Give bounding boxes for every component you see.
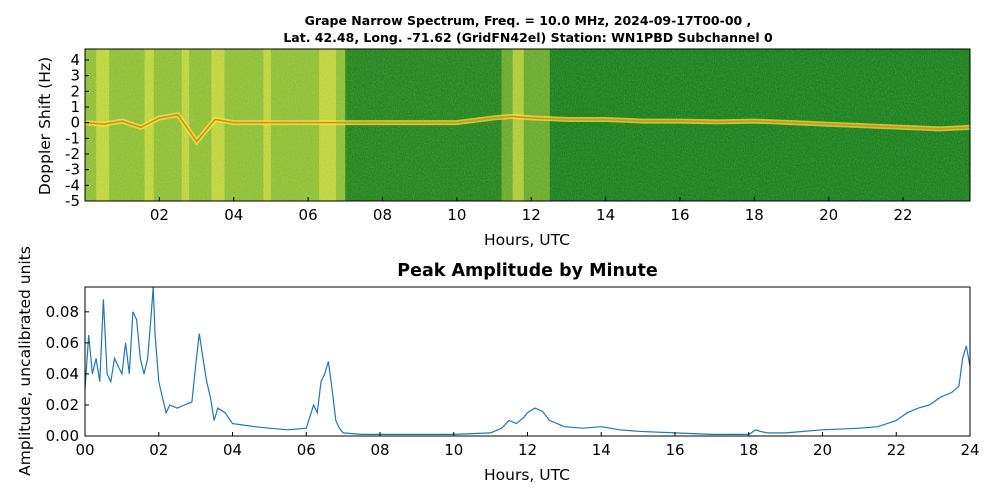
spectrogram-y-tick-label: -1: [65, 129, 80, 147]
amplitude-x-tick-label: 04: [223, 441, 242, 459]
spectrogram-x-label: Hours, UTC: [484, 231, 570, 249]
spectrogram-frame: [84, 48, 971, 202]
spectrogram-y-tick-label: 3: [70, 67, 80, 85]
spectrogram-y-label: Doppler Shift (Hz): [36, 57, 54, 195]
spectrogram-image: [85, 49, 970, 201]
spectrogram-x-tick-label: 12: [522, 206, 541, 224]
amplitude-x-tick-label: 16: [665, 441, 684, 459]
figure-title-line1: Grape Narrow Spectrum, Freq. = 10.0 MHz,…: [304, 13, 752, 28]
amplitude-y-tick-label: 0.08: [46, 303, 79, 321]
amplitude-y-label: Amplitude, uncalibrated units: [16, 246, 34, 476]
amplitude-series-line: [85, 287, 970, 435]
spectrogram-y-tick-label: -4: [65, 176, 80, 194]
amplitude-y-ticks: 0.00 0.02 0.04 0.06 0.08: [46, 303, 89, 445]
amplitude-line-chart: 00 02 04 06 08 10 12 14 16 18 20 22 24 0.000.020.040…: [16, 246, 980, 484]
doppler-trace: [85, 113, 970, 143]
spectrogram-x-tick-label: 08: [373, 206, 392, 224]
amplitude-y-tick-label: 0.02: [46, 396, 79, 414]
spectrogram-x-tick-label: 06: [299, 206, 318, 224]
amplitude-x-tick-label: 18: [739, 441, 758, 459]
amplitude-x-tick-label: 02: [149, 441, 168, 459]
spectrogram-x-tick-label: 10: [447, 206, 466, 224]
amplitude-x-tick-label: 06: [297, 441, 316, 459]
amplitude-y-tick-label: 0.06: [46, 334, 79, 352]
spectrogram-x-tick-label: 20: [819, 206, 838, 224]
spectrogram-x-tick-label: 04: [224, 206, 243, 224]
spectrogram-x-tick-label: 02: [150, 206, 169, 224]
figure-title-line2: Lat. 42.48, Long. -71.62 (GridFN42el) St…: [283, 30, 773, 45]
amplitude-x-tick-label: 22: [887, 441, 906, 459]
amplitude-plot-title: Peak Amplitude by Minute: [397, 261, 658, 281]
spectrogram-y-tick-label: 2: [70, 82, 80, 100]
spectrogram-x-tick-label: 14: [596, 206, 615, 224]
spectrogram-x-ticks: 02 04 06 08 10 12 14 16 18 20 22: [150, 197, 913, 224]
spectrogram-x-tick-label: 22: [894, 206, 913, 224]
spectrogram-x-tick-label: 18: [745, 206, 764, 224]
amplitude-x-tick-label: 08: [370, 441, 389, 459]
amplitude-x-tick-label: 12: [518, 441, 537, 459]
amplitude-x-tick-label: 10: [444, 441, 463, 459]
spectrogram-y-tick-label: -5: [65, 192, 80, 210]
amplitude-x-ticks: 00 02 04 06 08 10 12 14 16 18 20 22 24: [75, 432, 980, 459]
amplitude-y-tick-label: 0.00: [46, 427, 79, 445]
spectrogram-x-tick-label: 16: [670, 206, 689, 224]
spectrogram-y-tick-label: 1: [70, 98, 80, 116]
spectrogram-y-tick-label: -3: [65, 161, 80, 179]
amplitude-x-tick-label: 14: [592, 441, 611, 459]
spectrogram-y-tick-label: 0: [70, 114, 80, 132]
amplitude-x-label: Hours, UTC: [484, 466, 570, 484]
amplitude-y-tick-label: 0.04: [46, 365, 79, 383]
spectrogram-y-tick-label: 4: [70, 51, 80, 69]
amplitude-x-tick-label: 20: [813, 441, 832, 459]
amplitude-x-tick-label: 24: [960, 441, 979, 459]
amplitude-x-tick-label: 00: [75, 441, 94, 459]
spectrogram-y-tick-label: -2: [65, 145, 80, 163]
